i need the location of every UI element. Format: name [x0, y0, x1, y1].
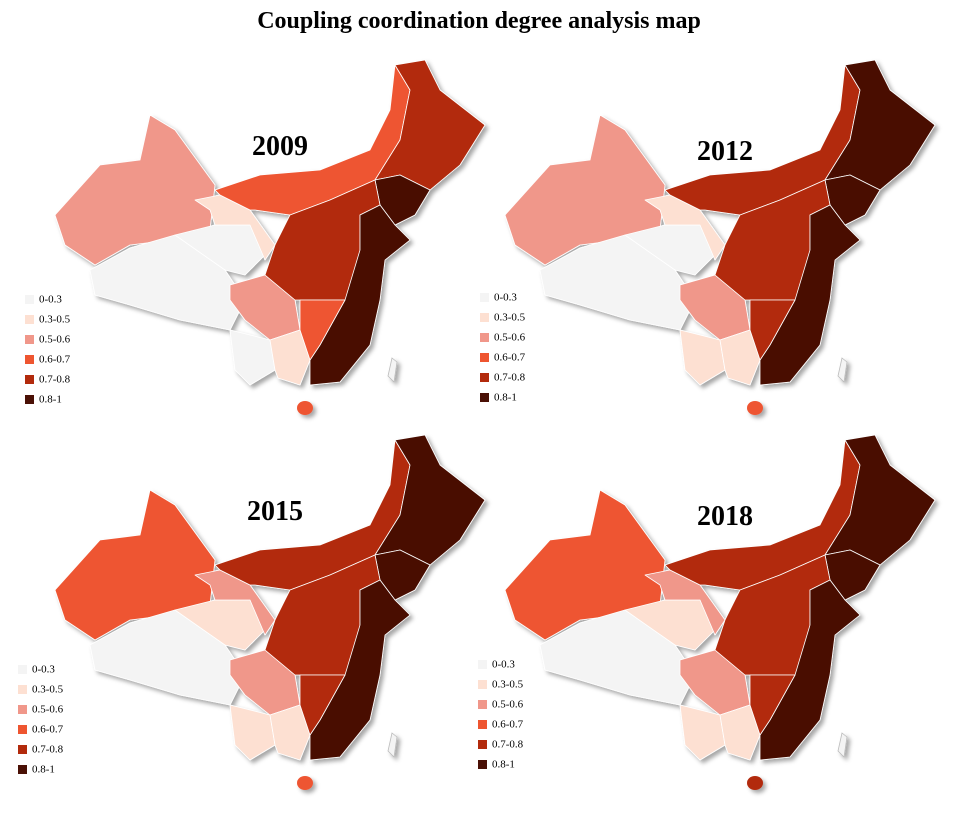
legend-label: 0.3-0.5: [492, 679, 524, 691]
region: [89, 234, 246, 331]
region: [749, 674, 796, 736]
legend-swatch: [25, 395, 34, 404]
legend-label: 0-0.3: [494, 292, 517, 304]
region: [299, 299, 346, 361]
legend-label: 0.7-0.8: [494, 372, 526, 384]
legend-swatch: [478, 740, 487, 749]
legend-label: 0.6-0.7: [494, 352, 526, 364]
region: [89, 609, 246, 706]
year-label: 2018: [697, 501, 753, 532]
island: [837, 357, 848, 383]
legend-swatch: [18, 765, 27, 774]
legend-swatch: [480, 393, 489, 402]
legend-swatch: [25, 375, 34, 384]
region: [747, 776, 763, 790]
legend-label: 0.6-0.7: [32, 724, 64, 736]
legend-label: 0-0.3: [39, 294, 62, 306]
legend-swatch: [25, 315, 34, 324]
legend-swatch: [478, 660, 487, 669]
year-label: 2012: [697, 136, 753, 167]
legend-swatch: [480, 373, 489, 382]
legend-label: 0.6-0.7: [492, 719, 524, 731]
legend-label: 0.7-0.8: [32, 744, 64, 756]
region: [297, 776, 313, 790]
legend-label: 0.8-1: [494, 392, 517, 404]
legend-swatch: [18, 665, 27, 674]
legend-swatch: [478, 680, 487, 689]
legend-label: 0.8-1: [39, 394, 62, 406]
year-label: 2015: [247, 496, 303, 527]
legend-swatch: [480, 333, 489, 342]
legend-label: 0.5-0.6: [32, 704, 64, 716]
island: [387, 732, 398, 758]
legend-label: 0.3-0.5: [494, 312, 526, 324]
legend-swatch: [480, 293, 489, 302]
region: [679, 704, 726, 761]
region: [229, 329, 276, 386]
legend-label: 0-0.3: [492, 659, 515, 671]
legend-label: 0.8-1: [32, 764, 55, 776]
legend-swatch: [18, 705, 27, 714]
legend-swatch: [25, 295, 34, 304]
legend-swatch: [480, 313, 489, 322]
legend-label: 0.3-0.5: [32, 684, 64, 696]
legend-label: 0.8-1: [492, 759, 515, 771]
legend-label: 0.6-0.7: [39, 354, 71, 366]
legend-label: 0.7-0.8: [39, 374, 71, 386]
legend-swatch: [478, 760, 487, 769]
legend-label: 0.5-0.6: [39, 334, 71, 346]
legend-swatch: [18, 685, 27, 694]
region: [539, 609, 696, 706]
region: [299, 674, 346, 736]
legend-swatch: [25, 335, 34, 344]
region: [749, 299, 796, 361]
map-panel: [54, 434, 486, 790]
map-panel: [504, 59, 936, 415]
legend-label: 0.5-0.6: [492, 699, 524, 711]
island: [837, 732, 848, 758]
legend-label: 0.3-0.5: [39, 314, 71, 326]
year-label: 2009: [252, 131, 308, 162]
legend-swatch: [480, 353, 489, 362]
legend-swatch: [25, 355, 34, 364]
map-panel: [504, 434, 936, 790]
region: [229, 704, 276, 761]
title: Coupling coordination degree analysis ma…: [257, 8, 701, 34]
region: [679, 329, 726, 386]
region: [747, 401, 763, 415]
legend-swatch: [18, 745, 27, 754]
legend-swatch: [478, 720, 487, 729]
legend-label: 0.5-0.6: [494, 332, 526, 344]
legend-swatch: [18, 725, 27, 734]
map-panel: [54, 59, 486, 415]
region: [539, 234, 696, 331]
legend-label: 0-0.3: [32, 664, 55, 676]
region: [297, 401, 313, 415]
legend-label: 0.7-0.8: [492, 739, 524, 751]
island: [387, 357, 398, 383]
legend-swatch: [478, 700, 487, 709]
